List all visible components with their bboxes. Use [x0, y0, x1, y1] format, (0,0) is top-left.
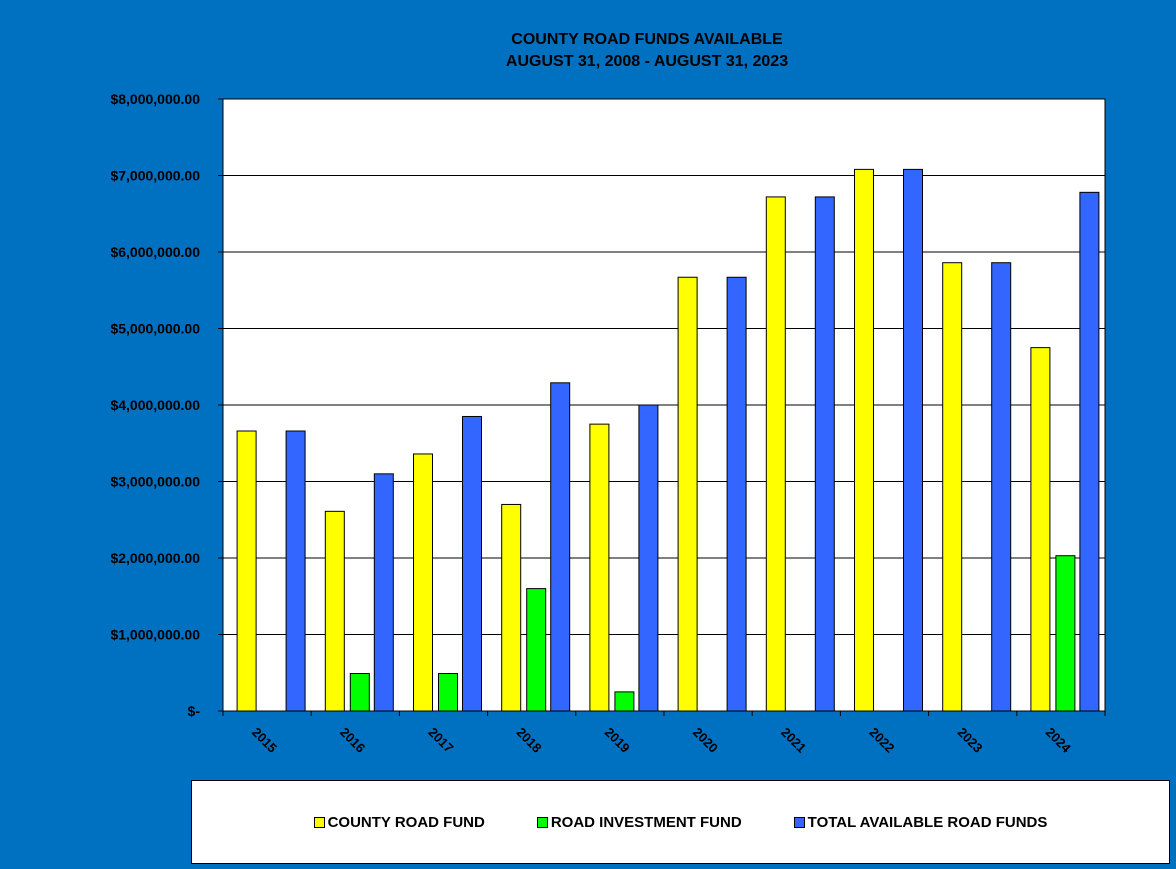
bar-total-available-road-funds-2017 — [462, 415, 482, 712]
bar-road-investment-fund-2016 — [349, 673, 370, 712]
legend-item-county-road-fund: COUNTY ROAD FUND — [313, 813, 485, 831]
bars — [236, 168, 1100, 712]
x-tick-label: 2020 — [690, 725, 721, 756]
legend-label: ROAD INVESTMENT FUND — [550, 813, 742, 831]
bar-county-road-fund-2022 — [854, 168, 874, 712]
y-tick-label: $5,000,000.00 — [110, 321, 200, 337]
x-tick-label: 2016 — [337, 725, 368, 756]
bar-total-available-road-funds-2015 — [285, 430, 306, 712]
bar-county-road-fund-2024 — [1030, 347, 1051, 712]
bar-road-investment-fund-2018 — [526, 588, 547, 712]
chart-subtitle: AUGUST 31, 2008 - AUGUST 31, 2023 — [506, 53, 788, 70]
chart-title: COUNTY ROAD FUNDS AVAILABLE — [511, 31, 783, 48]
bar-total-available-road-funds-2018 — [550, 382, 571, 712]
bar-county-road-fund-2016 — [324, 510, 345, 712]
bar-county-road-fund-2015 — [236, 430, 257, 712]
bar-total-available-road-funds-2021 — [814, 196, 835, 712]
y-tick-label: $- — [188, 703, 201, 719]
x-tick-label: 2023 — [955, 725, 986, 756]
legend-label: TOTAL AVAILABLE ROAD FUNDS — [807, 813, 1048, 831]
x-tick-label: 2019 — [602, 725, 633, 756]
x-tick-label: 2024 — [1043, 725, 1075, 757]
bar-total-available-road-funds-2022 — [903, 168, 923, 712]
bar-county-road-fund-2023 — [942, 262, 963, 712]
bar-total-available-road-funds-2016 — [373, 473, 394, 712]
bar-total-available-road-funds-2023 — [991, 262, 1012, 712]
bar-road-investment-fund-2017 — [438, 673, 458, 712]
y-tick-label: $3,000,000.00 — [110, 474, 200, 490]
bar-road-investment-fund-2024 — [1055, 555, 1076, 712]
bar-county-road-fund-2017 — [413, 453, 433, 712]
bar-county-road-fund-2019 — [589, 423, 610, 712]
legend-item-road-investment-fund: ROAD INVESTMENT FUND — [536, 813, 742, 831]
bar-total-available-road-funds-2019 — [638, 404, 659, 712]
x-tick-label: 2018 — [514, 725, 545, 756]
legend-swatch-road-investment-fund — [536, 816, 548, 828]
x-axis: 2015 2016 2017 2018 2019 2020 2021 2022 2023 2024 — [222, 711, 1106, 757]
x-tick-label: 2022 — [866, 725, 897, 756]
y-tick-label: $2,000,000.00 — [110, 550, 200, 566]
x-tick-label: 2021 — [778, 725, 809, 756]
y-tick-label: $7,000,000.00 — [110, 168, 200, 184]
legend: COUNTY ROAD FUND ROAD INVESTMENT FUND TO… — [191, 780, 1170, 864]
bar-total-available-road-funds-2024 — [1079, 191, 1100, 712]
legend-swatch-county-road-fund — [313, 816, 325, 828]
y-axis: $- $1,000,000.00 $2,000,000.00 $3,000,000.0… — [110, 91, 223, 719]
y-tick-label: $8,000,000.00 — [110, 91, 200, 107]
y-tick-label: $1,000,000.00 — [110, 627, 200, 643]
bar-road-investment-fund-2019 — [614, 691, 635, 712]
bar-county-road-fund-2021 — [765, 196, 786, 712]
legend-swatch-total-available-road-funds — [793, 816, 805, 828]
bar-county-road-fund-2018 — [501, 503, 522, 712]
bar-county-road-fund-2020 — [677, 276, 698, 712]
x-tick-label: 2015 — [249, 725, 280, 756]
legend-label: COUNTY ROAD FUND — [327, 813, 485, 831]
y-tick-label: $6,000,000.00 — [110, 244, 200, 260]
x-tick-label: 2017 — [425, 725, 456, 756]
legend-item-total-available-road-funds: TOTAL AVAILABLE ROAD FUNDS — [793, 813, 1048, 831]
y-tick-label: $4,000,000.00 — [110, 397, 200, 413]
bar-total-available-road-funds-2020 — [726, 276, 747, 712]
